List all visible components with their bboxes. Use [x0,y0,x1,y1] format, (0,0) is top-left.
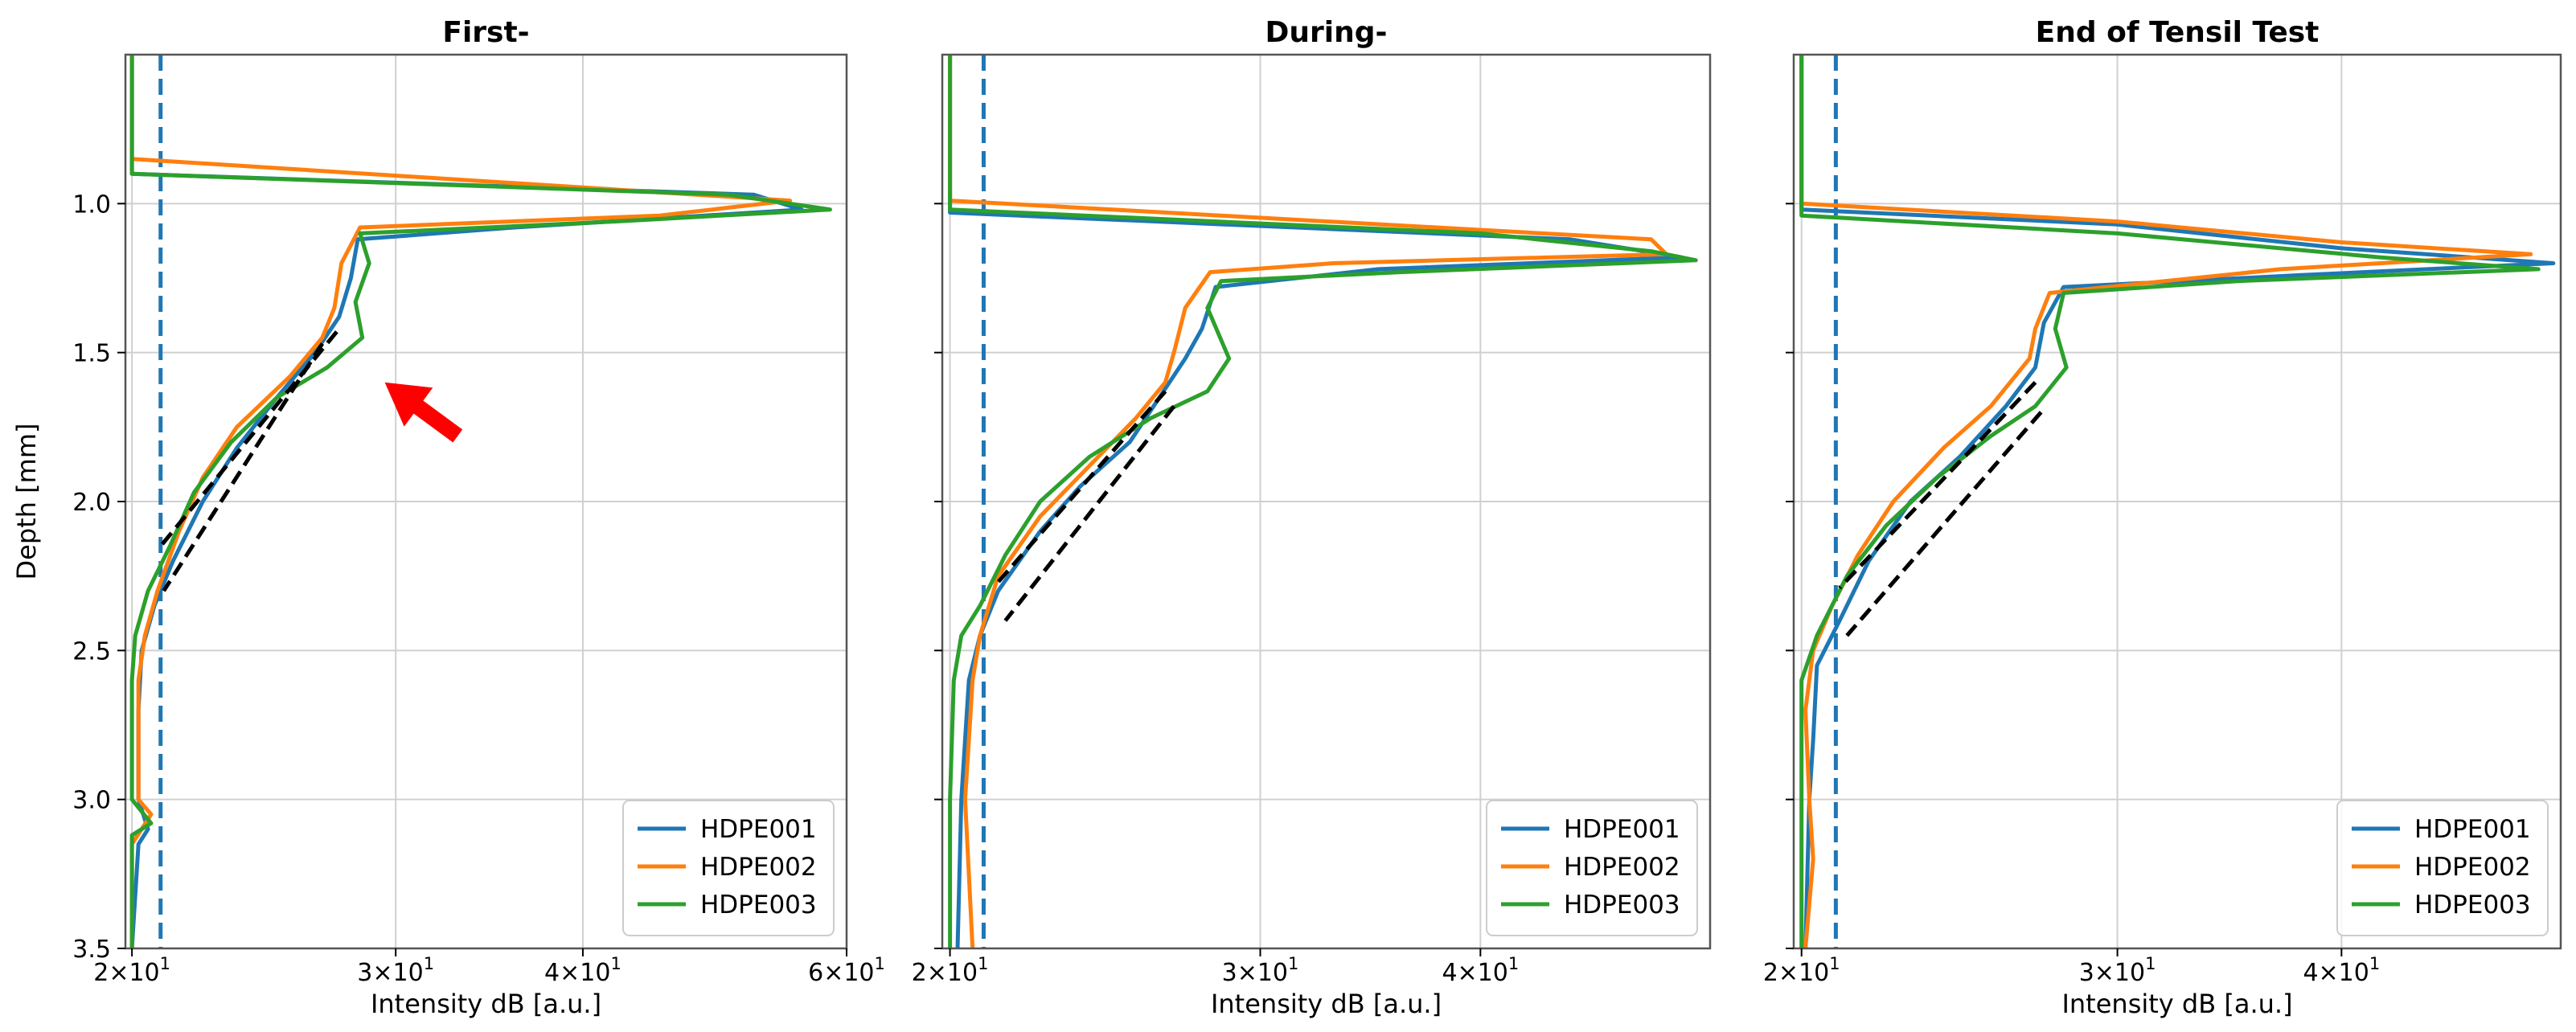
series-line-hdpe002 [1799,55,2533,948]
legend: HDPE001 HDPE002 HDPE003 [1486,800,1698,936]
chart-title: First- [442,16,529,49]
x-tick-label: 3×101 [357,954,434,987]
fit-line [162,342,325,592]
x-axis-label: Intensity dB [a.u.] [2061,989,2292,1019]
x-tick-label: 2×101 [1763,954,1840,987]
chart-title: During- [1265,16,1388,49]
plot-area [1799,55,2556,948]
y-axis-label: Depth [mm] [11,424,42,580]
legend: HDPE001 HDPE002 HDPE003 [622,800,835,936]
legend-label: HDPE002 [700,853,817,882]
chart-panel-end: End of Tensil Test 2×101 3×101 4×101 Intensi… [1763,16,2562,1019]
legend-box [622,800,835,936]
legend: HDPE001 HDPE002 HDPE003 [2336,800,2549,936]
fit-line [1845,411,2043,637]
legend-label: HDPE001 [1564,815,1680,844]
x-tick-label: 3×101 [2079,954,2156,987]
series-line-hdpe003 [1799,55,2541,948]
legend-label: HDPE001 [2414,815,2531,844]
fit-line [1838,381,2037,590]
legend-label: HDPE003 [1564,891,1680,919]
x-tick-label: 2×101 [93,954,170,987]
x-tick-label: 6×101 [808,954,885,987]
y-tick-label: 2.0 [72,489,111,517]
chart-panel-first: First- 2×101 3×101 4×101 6×101 1.0 1.5 2.0 2.5 3.… [11,16,885,1019]
y-tick-label: 2.5 [72,637,111,665]
x-tick-label: 4×101 [1442,954,1519,987]
series-line-hdpe002 [948,55,1669,948]
x-tick-label: 2×101 [912,954,989,987]
series-line-hdpe002 [129,55,793,948]
plot-area [129,55,832,948]
x-tick-label: 3×101 [1222,954,1299,987]
x-tick-label: 4×101 [544,954,621,987]
y-tick-label: 1.5 [72,340,111,368]
legend-box [2336,800,2549,936]
series-line-hdpe001 [1799,55,2556,948]
x-tick-label: 4×101 [2303,954,2380,987]
plot-area [948,55,1698,948]
legend-label: HDPE003 [2414,891,2531,919]
y-tick-label: 1.0 [72,190,111,219]
fit-line [1003,404,1176,622]
x-axis-label: Intensity dB [a.u.] [1211,989,1442,1019]
x-axis-label: Intensity dB [a.u.] [371,989,601,1019]
legend-label: HDPE002 [1564,853,1680,882]
legend-label: HDPE001 [700,815,817,844]
y-tick-label: 3.0 [72,787,111,815]
annotation-arrow [384,382,463,443]
series-line-hdpe003 [948,55,1698,948]
series-line-hdpe003 [129,55,832,948]
y-tick-label: 3.5 [72,936,111,964]
legend-label: HDPE002 [2414,853,2531,882]
legend-box [1486,800,1698,936]
chart-title: End of Tensil Test [2036,16,2320,49]
fit-line [158,330,338,548]
legend-label: HDPE003 [700,891,817,919]
